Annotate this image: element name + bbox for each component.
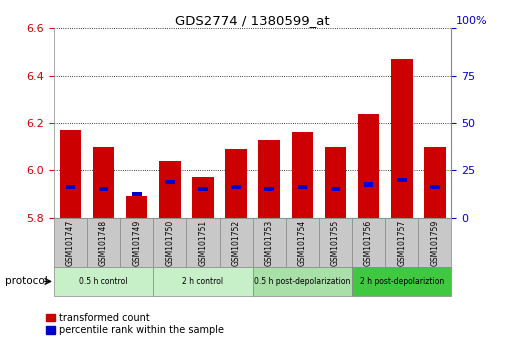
Text: GSM101759: GSM101759 [430, 219, 439, 266]
Bar [319, 218, 352, 267]
Bar [259, 139, 280, 218]
Bar [93, 147, 114, 218]
Bar [252, 267, 352, 296]
Bar [418, 218, 451, 267]
Text: protocol: protocol [5, 276, 48, 286]
Bar [165, 180, 174, 184]
Bar [126, 196, 147, 218]
Bar [66, 185, 75, 189]
Title: GDS2774 / 1380599_at: GDS2774 / 1380599_at [175, 14, 330, 27]
Bar [298, 185, 307, 189]
Text: GSM101747: GSM101747 [66, 219, 75, 266]
Bar [186, 218, 220, 267]
Text: 0.5 h post-depolarization: 0.5 h post-depolarization [254, 277, 350, 286]
Bar [252, 218, 286, 267]
Bar [352, 218, 385, 267]
Bar [385, 218, 418, 267]
Bar [358, 114, 380, 218]
Bar [60, 130, 81, 218]
Bar [291, 132, 313, 218]
Bar [397, 178, 407, 182]
Bar [54, 218, 87, 267]
Bar [231, 185, 241, 189]
Bar [225, 149, 247, 218]
Bar [364, 182, 373, 187]
Bar [153, 267, 252, 296]
Text: GSM101756: GSM101756 [364, 219, 373, 266]
Bar [153, 218, 186, 267]
Bar [220, 218, 252, 267]
Text: GSM101754: GSM101754 [298, 219, 307, 266]
Bar [98, 187, 108, 192]
Bar [54, 267, 153, 296]
Bar [391, 59, 412, 218]
Text: GSM101753: GSM101753 [265, 219, 274, 266]
Bar [424, 147, 446, 218]
Text: GSM101751: GSM101751 [199, 219, 207, 266]
Bar [264, 187, 274, 192]
Bar [132, 192, 142, 196]
Bar [120, 218, 153, 267]
Text: GSM101755: GSM101755 [331, 219, 340, 266]
Text: 0.5 h control: 0.5 h control [80, 277, 128, 286]
Text: GSM101750: GSM101750 [165, 219, 174, 266]
Bar [430, 185, 440, 189]
Text: GSM101757: GSM101757 [397, 219, 406, 266]
Bar [286, 218, 319, 267]
Text: 2 h post-depolariztion: 2 h post-depolariztion [360, 277, 444, 286]
Text: 100%: 100% [456, 16, 487, 25]
Text: GSM101749: GSM101749 [132, 219, 141, 266]
Bar [159, 161, 181, 218]
Bar [331, 187, 340, 192]
Text: GSM101748: GSM101748 [99, 219, 108, 266]
Legend: transformed count, percentile rank within the sample: transformed count, percentile rank withi… [46, 313, 224, 335]
Bar [325, 147, 346, 218]
Bar [87, 218, 120, 267]
Text: 2 h control: 2 h control [183, 277, 224, 286]
Bar [352, 267, 451, 296]
Bar [198, 187, 208, 192]
Bar [192, 177, 214, 218]
Text: GSM101752: GSM101752 [231, 219, 241, 266]
